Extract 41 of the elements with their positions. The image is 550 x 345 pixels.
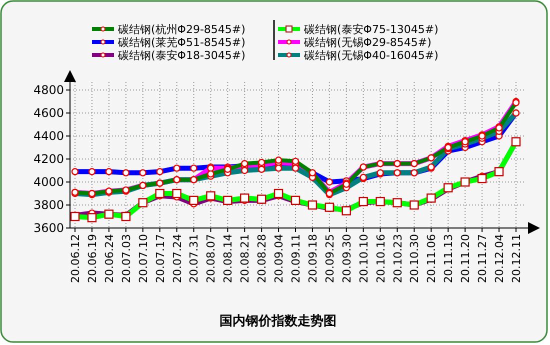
x-tick-label: 20.08.21: [238, 234, 252, 283]
x-tick-label: 20.07.31: [188, 234, 201, 283]
legend-label: 碳结钢(无锡Φ40-16045#): [303, 49, 438, 62]
x-tick-label: 20.07.24: [170, 234, 184, 283]
text: 国内钢价指数走势图: [220, 313, 336, 329]
x-tick-label: 20.12.04: [493, 234, 506, 283]
x-tick-label: 20.08.14: [222, 234, 235, 283]
x-tick-label: 20.09.04: [272, 234, 286, 283]
y-tick-label: 3800: [33, 198, 64, 212]
x-tick-label: 20.08.07: [204, 234, 218, 283]
x-tick-label: 20.10.16: [374, 234, 388, 283]
x-tick-label: 20.10.10: [357, 234, 370, 283]
x-tick-label: 20.09.18: [306, 234, 320, 283]
y-tick-label: 3600: [33, 221, 64, 235]
x-tick-label: 20.09.25: [323, 234, 336, 283]
y-tick-label: 4800: [33, 83, 64, 97]
y-tick-label: 4600: [33, 106, 64, 120]
x-tick-label: 20.07.10: [136, 234, 150, 283]
x-tick-label: 20.06.12: [69, 234, 82, 283]
legend-label: 碳结钢(莱芜Φ51-8545#): [117, 36, 246, 49]
x-tick-label: 20.11.13: [442, 234, 456, 283]
x-tick-label: 20.07.17: [154, 234, 167, 283]
legend-label: 碳结钢(泰安Φ75-13045#): [303, 23, 438, 36]
y-tick-label: 4000: [33, 175, 64, 189]
x-tick-label: 20.06.19: [86, 234, 99, 283]
legend-label: 碳结钢(泰安Φ18-3045#): [117, 49, 246, 62]
legend-label: 碳结钢(无锡Φ29-8545#): [303, 36, 432, 49]
x-tick-label: 20.12.11: [510, 234, 523, 283]
x-tick-label: 20.07.03: [120, 234, 133, 283]
x-tick-label: 20.09.30: [340, 234, 354, 283]
x-tick-label: 20.10.23: [391, 234, 404, 283]
x-tick-label: 20.10.30: [408, 234, 422, 283]
x-tick-label: 20.11.27: [476, 234, 490, 283]
y-tick-label: 4200: [33, 152, 64, 166]
x-tick-label: 20.11.20: [459, 234, 472, 283]
x-tick-label: 20.09.11: [290, 234, 302, 283]
x-tick-label: 20.11.06: [425, 234, 438, 283]
x-tick-label: 20.06.24: [102, 234, 116, 283]
x-tick-label: 20.08.28: [256, 234, 269, 283]
y-tick-label: 4400: [33, 129, 64, 143]
legend-label: 碳结钢(杭州Φ29-8545#): [117, 23, 246, 36]
